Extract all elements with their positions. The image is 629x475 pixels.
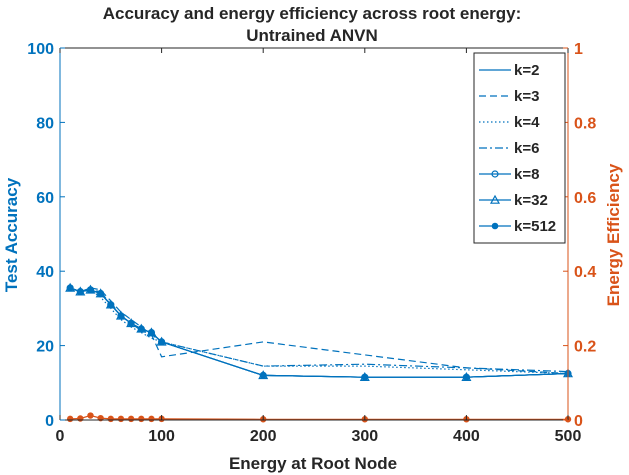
tick-labels: 0 100 200 300 400 50002040608010000.20.40.60.… <box>27 41 596 445</box>
efficiency-point <box>77 415 84 422</box>
y-axis-label-right: Energy Efficiency <box>604 163 623 306</box>
y-tick-label-right: 0.2 <box>574 339 596 356</box>
efficiency-point <box>107 415 115 423</box>
series-markers <box>65 282 574 382</box>
data-point-k=512 <box>66 284 74 292</box>
y-tick-label-left: 20 <box>36 339 54 356</box>
data-point-k=512 <box>107 301 115 308</box>
x-axis-label: Energy at Root Node <box>229 454 397 473</box>
y-tick-label-left: 100 <box>27 41 54 58</box>
x-tick-label: 500 <box>555 428 582 445</box>
data-point-k=512 <box>97 290 104 297</box>
legend-entry-k=4: k=4 <box>514 114 540 131</box>
y-tick-label-left: 80 <box>36 115 54 132</box>
efficiency-line <box>70 414 568 420</box>
efficiency-point <box>138 415 145 423</box>
y-tick-label-right: 0.4 <box>574 264 596 281</box>
data-point-k=512 <box>127 319 135 327</box>
legend-entry-k=6: k=6 <box>514 140 539 157</box>
legend-box <box>473 52 566 244</box>
legend: k=2 k=3 k=4 k=6 k=8 k=32 k=512 <box>473 52 566 244</box>
data-point-k=512 <box>77 288 84 295</box>
efficiency-point <box>148 415 155 423</box>
data-point-k=512 <box>158 338 165 346</box>
chart-title-line-2: Untrained ANVN <box>246 26 378 45</box>
axes <box>59 47 569 421</box>
y-tick-label-right: 1 <box>574 41 583 58</box>
legend-entry-k=2: k=2 <box>514 62 539 79</box>
efficiency-series <box>66 412 572 423</box>
y-tick-label-right: 0.8 <box>574 115 596 132</box>
data-point-k=512 <box>137 325 145 333</box>
legend-marker-k=32 <box>489 194 501 204</box>
data-point-k=512 <box>148 329 155 336</box>
x-tick-label: 200 <box>250 428 277 445</box>
y-axis-label-left: Test Accuracy <box>2 177 21 292</box>
efficiency-point <box>127 415 135 423</box>
efficiency-point <box>117 415 125 423</box>
efficiency-point <box>66 415 74 423</box>
x-tick-label: 300 <box>351 428 378 445</box>
legend-marker-k=8 <box>491 170 499 178</box>
y-tick-label-left: 40 <box>36 264 54 281</box>
efficiency-point <box>87 412 94 419</box>
data-point-k=512 <box>87 286 94 294</box>
legend-entry-k=512: k=512 <box>514 218 556 235</box>
data-point-k=512 <box>259 372 267 379</box>
data-point-k=512 <box>361 373 369 381</box>
legend-entry-k=3: k=3 <box>514 88 539 105</box>
chart-title-line-1: Accuracy and energy efficiency across ro… <box>103 4 522 23</box>
chart-title: Accuracy and energy efficiency across ro… <box>103 4 522 45</box>
y-tick-label-right: 0 <box>574 413 583 430</box>
x-tick-label: 0 <box>56 428 65 445</box>
x-tick-label: 100 <box>148 428 175 445</box>
y-tick-label-right: 0.6 <box>574 190 596 207</box>
x-tick-label: 400 <box>453 428 480 445</box>
legend-marker-k=512 <box>491 222 499 230</box>
legend-entry-k=8: k=8 <box>514 166 539 183</box>
y-tick-label-left: 60 <box>36 190 54 207</box>
data-point-k=512 <box>117 312 125 320</box>
data-point-k=512 <box>463 373 470 381</box>
legend-entry-k=32: k=32 <box>514 192 548 209</box>
y-tick-label-left: 0 <box>45 413 54 430</box>
